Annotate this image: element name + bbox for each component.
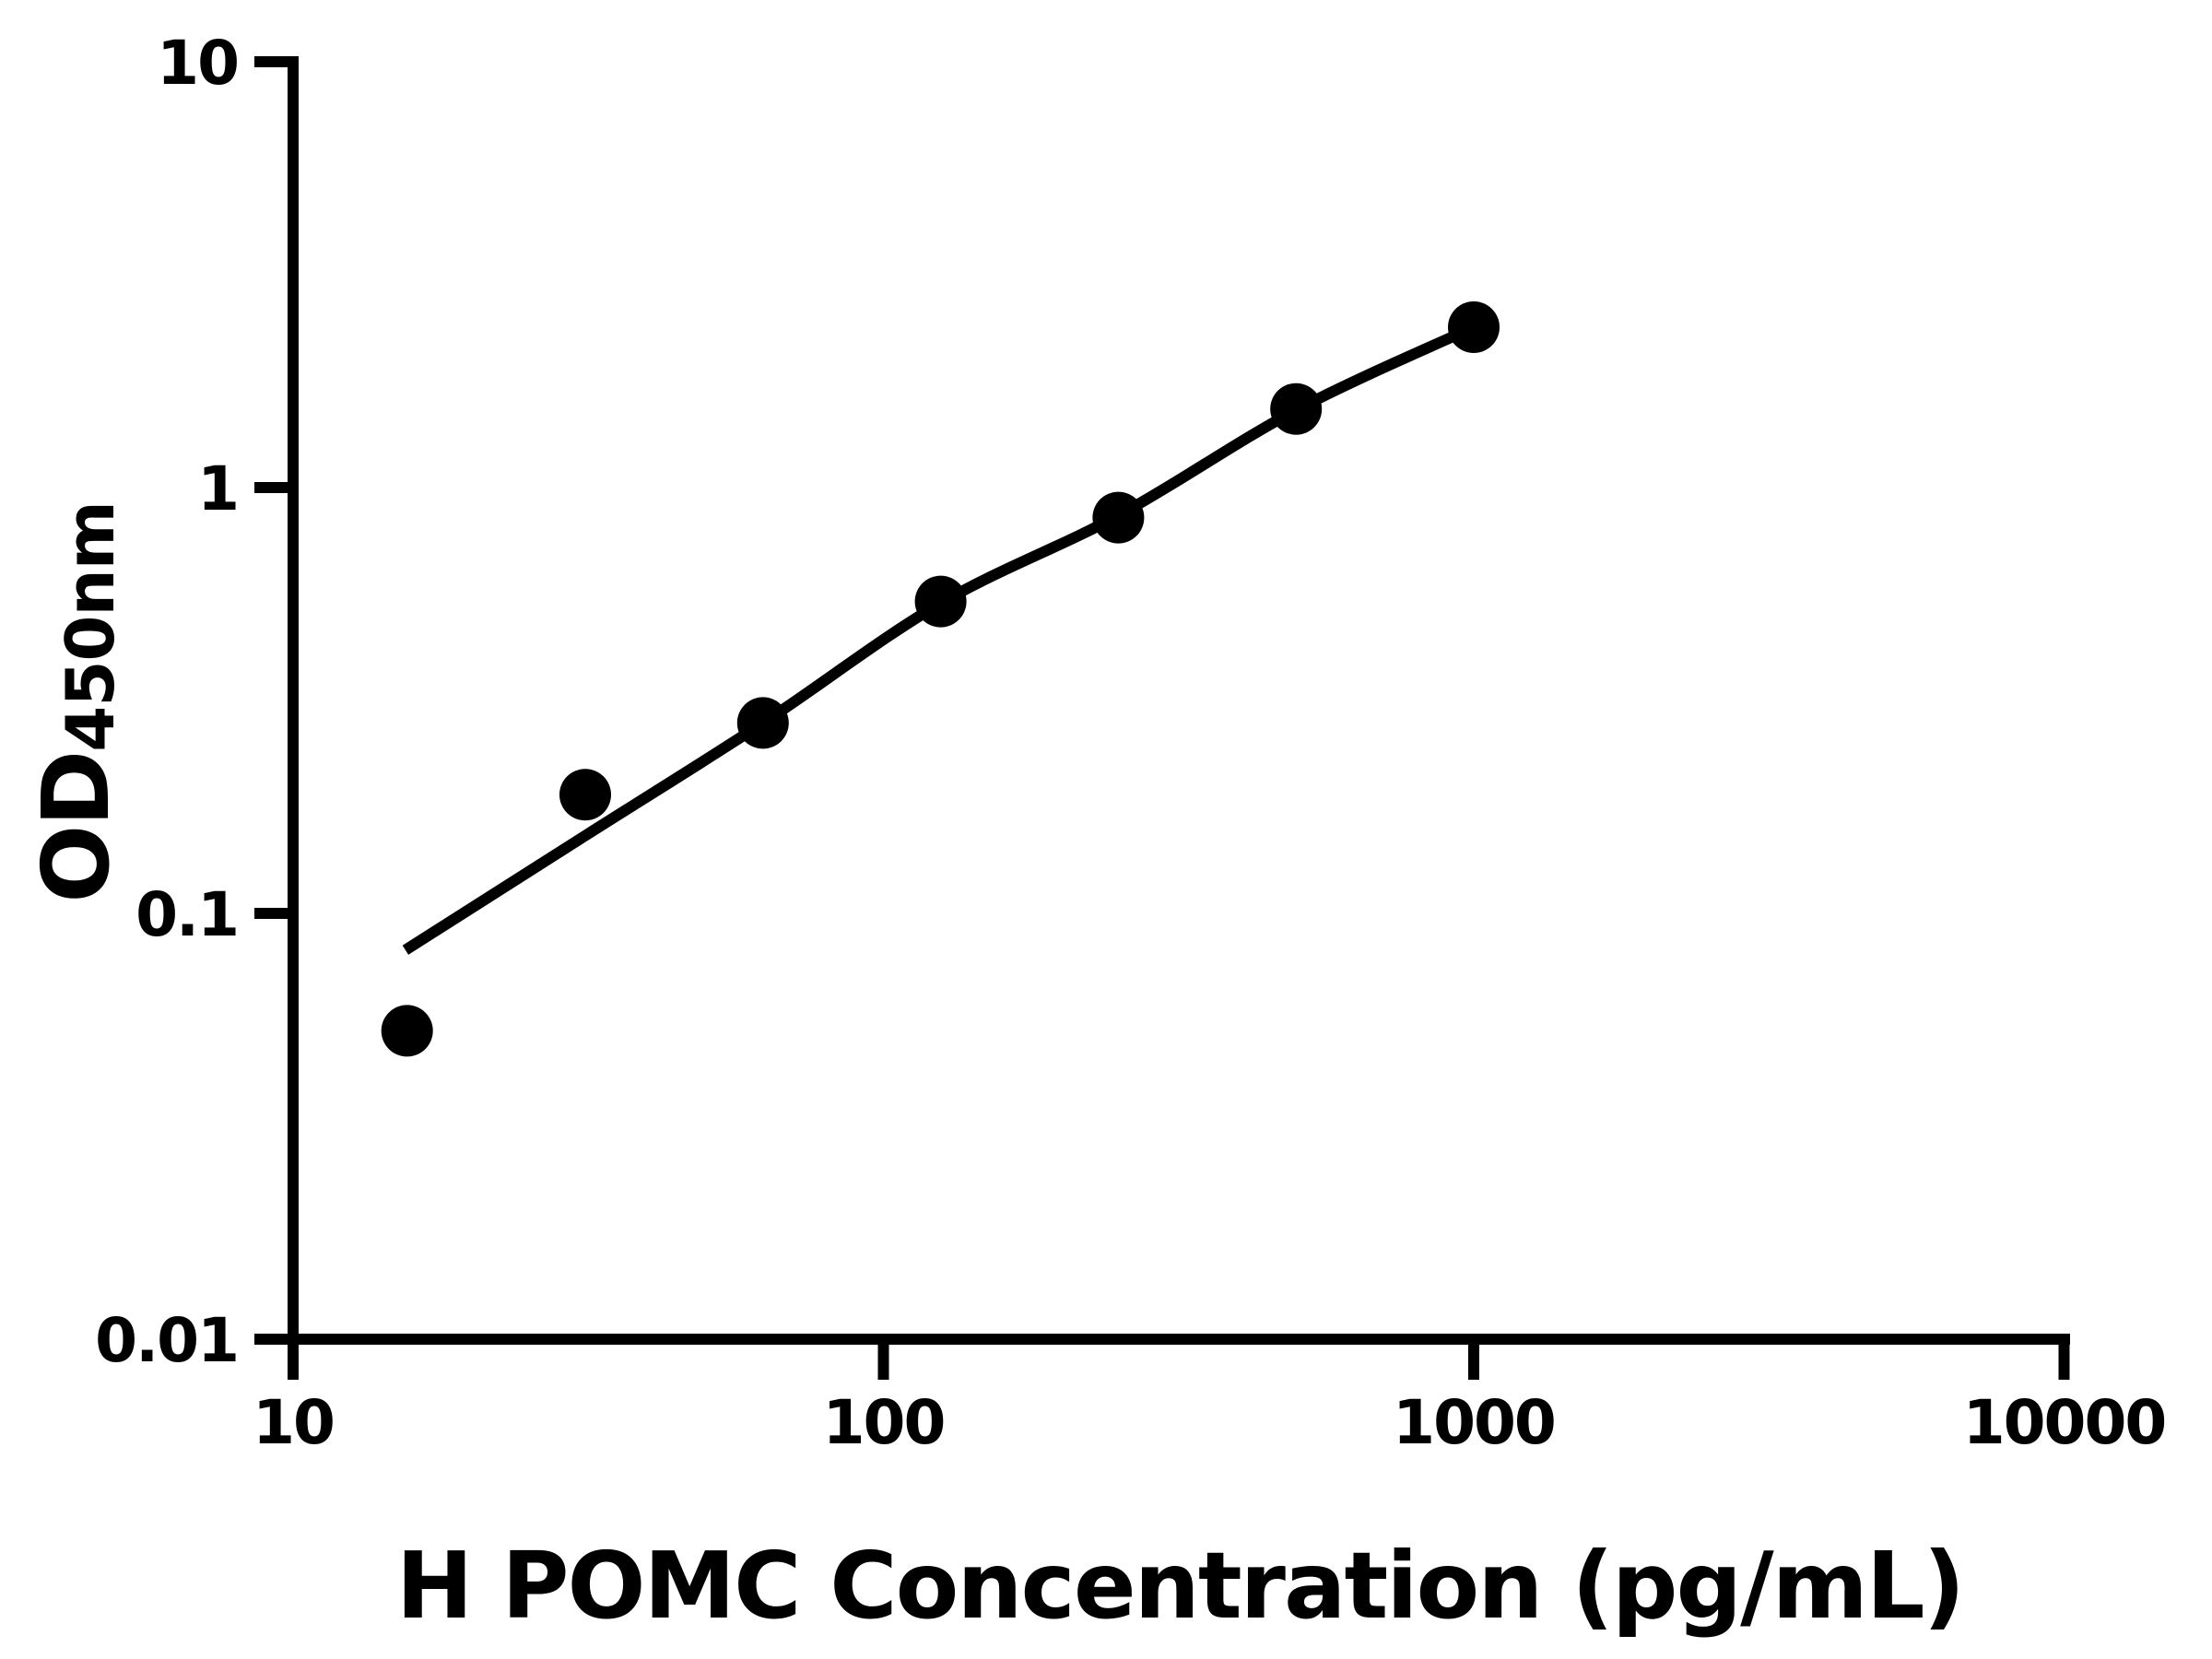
y-tick-label-1: 1 [197, 453, 238, 524]
data-point-1 [381, 1005, 433, 1057]
x-tick-10000 [2058, 1345, 2070, 1380]
y-tick-label-10: 10 [157, 28, 238, 99]
x-tick-100 [877, 1345, 889, 1380]
y-tick-10 [254, 56, 288, 67]
data-point-4 [914, 575, 967, 628]
y-axis-spine [288, 56, 299, 1345]
x-tick-label-100: 100 [823, 1387, 945, 1458]
y-tick-label-0.1: 0.1 [135, 879, 238, 950]
x-axis-spine [288, 1334, 2070, 1345]
x-tick-label-10000: 10000 [1963, 1387, 2166, 1458]
axes-layer: 10 100 1000 10000 10 1 0.1 0.01 [95, 28, 2167, 1458]
y-tick-label-0.01: 0.01 [95, 1305, 238, 1376]
data-point-2 [559, 769, 611, 821]
x-axis-title: H POMC Concentration (pg/mL) [396, 1532, 1964, 1640]
y-axis-title-sub: 450nm [52, 501, 129, 752]
x-tick-1000 [1468, 1345, 1479, 1380]
y-tick-1 [254, 482, 288, 493]
data-point-3 [736, 697, 789, 749]
x-tick-10 [288, 1345, 299, 1380]
y-axis-title: OD450nm [22, 501, 130, 903]
y-tick-0.01 [254, 1334, 288, 1345]
data-point-7 [1448, 301, 1500, 353]
y-axis-title-main: OD [22, 752, 130, 903]
x-tick-label-1000: 1000 [1393, 1387, 1555, 1458]
data-point-5 [1092, 491, 1145, 544]
series-layer [381, 301, 1500, 1057]
x-tick-label-10: 10 [253, 1387, 334, 1458]
data-point-6 [1270, 382, 1323, 435]
y-tick-0.1 [254, 908, 288, 919]
